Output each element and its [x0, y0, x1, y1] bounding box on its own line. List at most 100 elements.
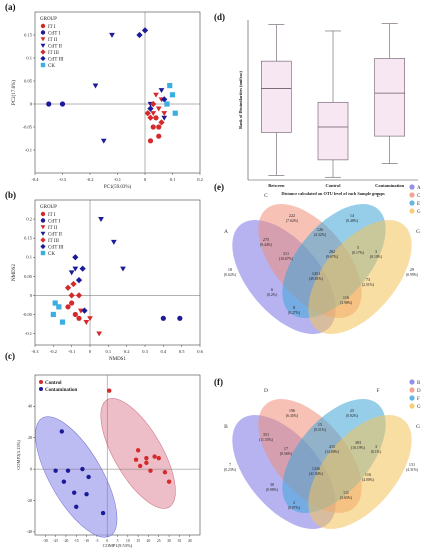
venn-region-value: 29: [410, 267, 414, 272]
y-tick-label: 0.05: [24, 79, 33, 84]
venn-set-label: C: [264, 193, 268, 199]
x-tick-label: 0.5: [179, 349, 185, 354]
data-point: [147, 105, 154, 112]
legend-label: CK: [48, 64, 55, 69]
category-label: Control: [326, 183, 342, 188]
data-point: [150, 100, 157, 108]
legend-marker: [40, 237, 46, 243]
y-tick-label: -0.05: [23, 125, 33, 130]
venn-region-value: 311: [283, 251, 289, 256]
legend-label: CtIT II: [48, 232, 62, 237]
venn-region-value: 282: [329, 249, 335, 254]
x-axis-label: COMP1(9.53%): [103, 543, 133, 548]
data-point: [72, 266, 79, 272]
legend-marker: [40, 55, 46, 62]
legend-marker: [40, 62, 46, 68]
data-point: [155, 106, 162, 112]
y-tick-label: 20: [28, 435, 32, 440]
data-point: [70, 280, 77, 288]
data-point: [68, 270, 75, 276]
y-tick-label: 0: [30, 293, 33, 298]
data-point: [81, 307, 88, 314]
panel-label: (e): [214, 182, 224, 192]
legend-label: CtIT III: [48, 57, 64, 62]
data-point: [166, 479, 172, 484]
chart-c: (c) -30 -25 -20 -15 -10 -5 0 5 10 15 20 25 30 35 40 -40 -…: [5, 351, 201, 548]
data-point: [92, 83, 99, 89]
legend-label: CK: [48, 252, 55, 257]
venn-region-value: 1451: [312, 271, 320, 276]
y-axis-label: Rank of Dissimilarities (unifrac): [238, 70, 243, 128]
x-tick-label: -0.3: [59, 177, 67, 182]
data-point: [156, 124, 162, 130]
data-point: [64, 284, 72, 291]
x-tick-label: 5: [117, 539, 119, 543]
legend-marker: [40, 243, 46, 250]
y-tick-label: -0.1: [25, 148, 32, 153]
data-point: [144, 460, 149, 466]
legend-label: G: [417, 210, 421, 215]
data-point: [59, 319, 66, 325]
panel-label: (c): [5, 351, 15, 361]
data-point: [87, 316, 93, 322]
venn-region-pct: (9.44%): [260, 243, 273, 247]
legend-label: Control: [45, 381, 62, 386]
venn-region-pct: (4.32%): [314, 233, 327, 237]
venn-region-pct: (14.00%): [325, 450, 340, 454]
venn-region-value: 5: [357, 245, 359, 250]
chart-e: (e)AC EGACEG222(7.62%)275(9.44%)18(0.62%)…: [214, 182, 421, 334]
data-point: [65, 468, 71, 473]
data-point: [59, 101, 66, 107]
y-tick-label: -0.05: [23, 312, 33, 317]
venn-region-pct: (10.67%): [279, 257, 294, 261]
data-point: [160, 315, 166, 321]
x-tick-label: 0.1: [106, 349, 112, 354]
x-tick-label: 20: [147, 539, 151, 543]
venn-region-pct: (0.51%): [314, 428, 327, 432]
legend-marker: [409, 403, 415, 409]
data-point: [172, 110, 178, 116]
data-point: [137, 463, 143, 469]
data-point: [75, 292, 83, 299]
venn-set-label: B: [224, 424, 228, 430]
x-tick-label: -5: [95, 539, 98, 543]
y-tick-label: 0.15: [24, 236, 33, 241]
data-point: [107, 388, 112, 393]
legend-marker: [409, 387, 415, 393]
x-axis-label: Distance calculated on OTU level of each…: [281, 191, 385, 196]
y-tick-label: 0: [30, 466, 32, 471]
data-point: [52, 300, 58, 306]
x-tick-label: -0.4: [31, 177, 39, 182]
data-point: [167, 83, 173, 89]
data-point: [169, 92, 176, 98]
x-tick-label: -0.2: [50, 349, 57, 354]
data-point: [135, 448, 141, 453]
x-tick-label: 0.6: [197, 349, 203, 354]
y-tick-label: 0.1: [26, 255, 32, 260]
data-point: [71, 490, 77, 495]
data-point: [84, 492, 89, 497]
x-tick-label: 25: [157, 539, 161, 543]
legend-title: GROUP: [40, 205, 57, 210]
legend-label: IT I: [48, 25, 56, 30]
x-tick-label: 15: [136, 539, 140, 543]
x-tick-label: 0.3: [142, 349, 148, 354]
y-axis-label: NMDS2: [12, 264, 17, 281]
data-point: [96, 331, 103, 337]
y-tick-label: 0: [30, 102, 33, 107]
venn-region-pct: (0.56%): [280, 452, 293, 456]
category-label: Between: [268, 183, 285, 188]
venn-region-value: 351: [263, 432, 269, 437]
venn-region-pct: (0.17%): [352, 251, 365, 255]
data-point: [86, 474, 91, 480]
venn-region-value: 116: [343, 295, 349, 300]
legend-label: IT I: [48, 213, 56, 218]
box: [317, 101, 349, 161]
venn-region-pct: (41.94%): [309, 472, 324, 476]
y-tick-label: 0.05: [24, 274, 33, 279]
venn-region-value: 3: [375, 249, 377, 254]
x-tick-label: 0: [89, 349, 92, 354]
